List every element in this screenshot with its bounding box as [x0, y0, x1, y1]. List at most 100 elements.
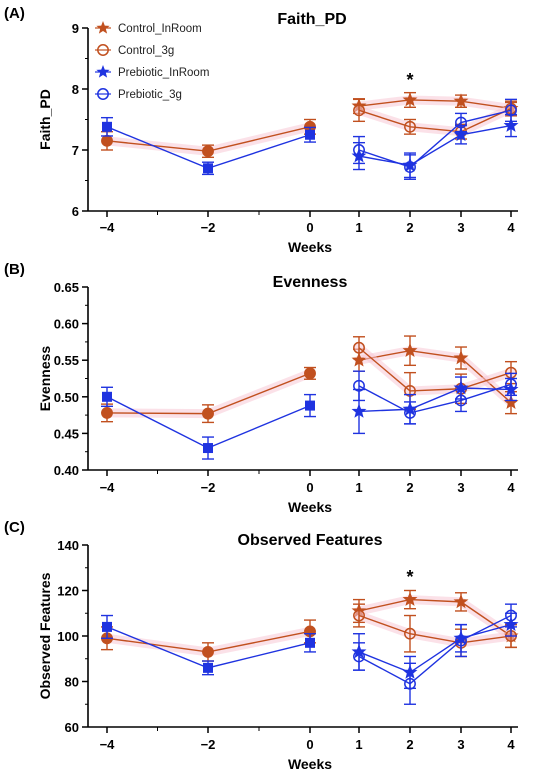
series-6 — [101, 614, 316, 676]
chart-panel-2: (B) Evenness 0.40 0.45 0.50 0.55 0.60 0.65 −4 −2 0… — [4, 261, 519, 515]
x-tick-label: 2 — [406, 480, 413, 495]
y-tick-label: 7 — [72, 143, 79, 158]
series-line — [358, 598, 512, 637]
x-tick-label: 4 — [507, 220, 515, 235]
data-point — [102, 121, 112, 132]
x-tick-label: 1 — [355, 220, 362, 235]
x-axis-label: Weeks — [288, 239, 332, 255]
y-tick-label: 100 — [57, 629, 79, 644]
data-point — [353, 104, 365, 117]
data-point — [353, 379, 365, 392]
x-tick-label: −4 — [100, 737, 116, 752]
chart-title: Faith_PD — [277, 11, 346, 28]
x-tick-label: −4 — [100, 220, 116, 235]
x-tick-label: 1 — [355, 480, 362, 495]
panel-label: (C) — [4, 519, 25, 536]
legend-marker — [97, 44, 109, 56]
series-4 — [353, 98, 517, 180]
panel-label: (B) — [4, 261, 25, 278]
y-axis-label: Faith_PD — [37, 89, 53, 150]
series-line — [358, 387, 512, 413]
y-tick-label: 8 — [72, 82, 79, 97]
series-line — [358, 383, 512, 414]
data-point — [505, 609, 517, 622]
data-point — [102, 391, 112, 402]
y-tick-label: 0.60 — [54, 317, 79, 332]
legend-label: Prebiotic_3g — [118, 89, 182, 101]
y-tick-label: 140 — [57, 538, 79, 553]
data-point — [353, 650, 365, 663]
data-point — [402, 92, 418, 107]
data-point — [404, 406, 416, 419]
x-axis-label: Weeks — [288, 499, 332, 515]
x-tick-label: −2 — [201, 737, 216, 752]
series-line — [358, 107, 512, 133]
y-tick-label: 0.65 — [54, 280, 79, 295]
series-line — [358, 347, 512, 392]
data-point — [351, 403, 367, 418]
data-point — [453, 350, 469, 365]
series-line — [358, 614, 512, 685]
significance-marker: * — [406, 70, 413, 90]
panel-label: (A) — [4, 5, 25, 22]
y-tick-label: 0.55 — [54, 353, 79, 368]
legend-label: Control_InRoom — [118, 23, 202, 35]
y-tick-label: 60 — [65, 720, 79, 735]
series-5 — [101, 619, 316, 662]
y-tick-label: 0.45 — [54, 426, 79, 441]
data-point — [404, 120, 416, 133]
data-point — [503, 117, 519, 132]
data-point — [404, 161, 416, 174]
x-tick-label: 0 — [306, 220, 313, 235]
data-point — [402, 591, 418, 606]
data-point — [455, 394, 467, 407]
x-tick-label: 4 — [507, 737, 515, 752]
x-tick-label: 1 — [355, 737, 362, 752]
y-tick-label: 6 — [72, 204, 79, 219]
data-point — [102, 621, 112, 632]
series-6 — [101, 386, 316, 460]
y-axis-label: Observed Features — [37, 572, 53, 699]
data-point — [453, 93, 469, 108]
y-tick-label: 0.40 — [54, 463, 79, 478]
x-tick-label: 3 — [457, 220, 464, 235]
data-point — [353, 144, 365, 156]
data-point — [203, 443, 213, 454]
x-tick-label: 0 — [306, 737, 313, 752]
chart-panel-1: (A) Faith_PD 6 7 8 9 −4 −2 0 1 2 3 4 Weeks Faith_PD * Co… — [4, 5, 519, 255]
data-point — [203, 662, 213, 673]
legend: Control_InRoom Control_3g Prebiotic_InRoom… — [95, 21, 209, 101]
y-tick-label: 80 — [65, 675, 79, 690]
data-point — [203, 163, 213, 174]
data-point — [304, 367, 316, 380]
data-point — [353, 609, 365, 622]
legend-marker — [97, 88, 109, 100]
y-axis-label: Evenness — [37, 346, 53, 412]
x-tick-label: 2 — [406, 220, 413, 235]
chart-panel-3: (C) Observed Features 60 80 100 120 140 −4 −2 0 1 2… — [4, 519, 519, 772]
data-point — [202, 145, 214, 158]
series-4 — [353, 370, 517, 425]
chart-title: Observed Features — [238, 532, 383, 549]
data-point — [404, 627, 416, 640]
y-tick-label: 9 — [72, 21, 79, 36]
data-point — [202, 407, 214, 420]
data-point — [305, 129, 315, 140]
x-tick-label: −4 — [100, 480, 116, 495]
data-point — [202, 645, 214, 658]
x-tick-label: 4 — [507, 480, 515, 495]
data-point — [453, 126, 469, 142]
data-point — [404, 677, 416, 690]
legend-label: Control_3g — [118, 45, 174, 57]
x-tick-label: −2 — [201, 220, 216, 235]
data-point — [455, 116, 467, 129]
x-tick-label: 3 — [457, 737, 464, 752]
series-line — [358, 99, 512, 110]
data-point — [505, 104, 517, 117]
chart-title: Evenness — [273, 274, 348, 291]
data-point — [305, 637, 315, 648]
data-point — [101, 406, 113, 419]
data-point — [353, 341, 365, 354]
x-tick-label: 3 — [457, 480, 464, 495]
legend-label: Prebiotic_InRoom — [118, 67, 209, 79]
